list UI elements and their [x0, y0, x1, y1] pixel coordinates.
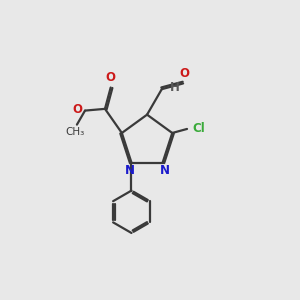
- Text: N: N: [124, 164, 134, 177]
- Text: O: O: [73, 103, 83, 116]
- Text: O: O: [180, 67, 190, 80]
- Text: O: O: [106, 71, 116, 84]
- Text: Cl: Cl: [193, 122, 206, 135]
- Text: CH₃: CH₃: [66, 127, 85, 137]
- Text: N: N: [160, 164, 170, 177]
- Text: H: H: [170, 81, 180, 94]
